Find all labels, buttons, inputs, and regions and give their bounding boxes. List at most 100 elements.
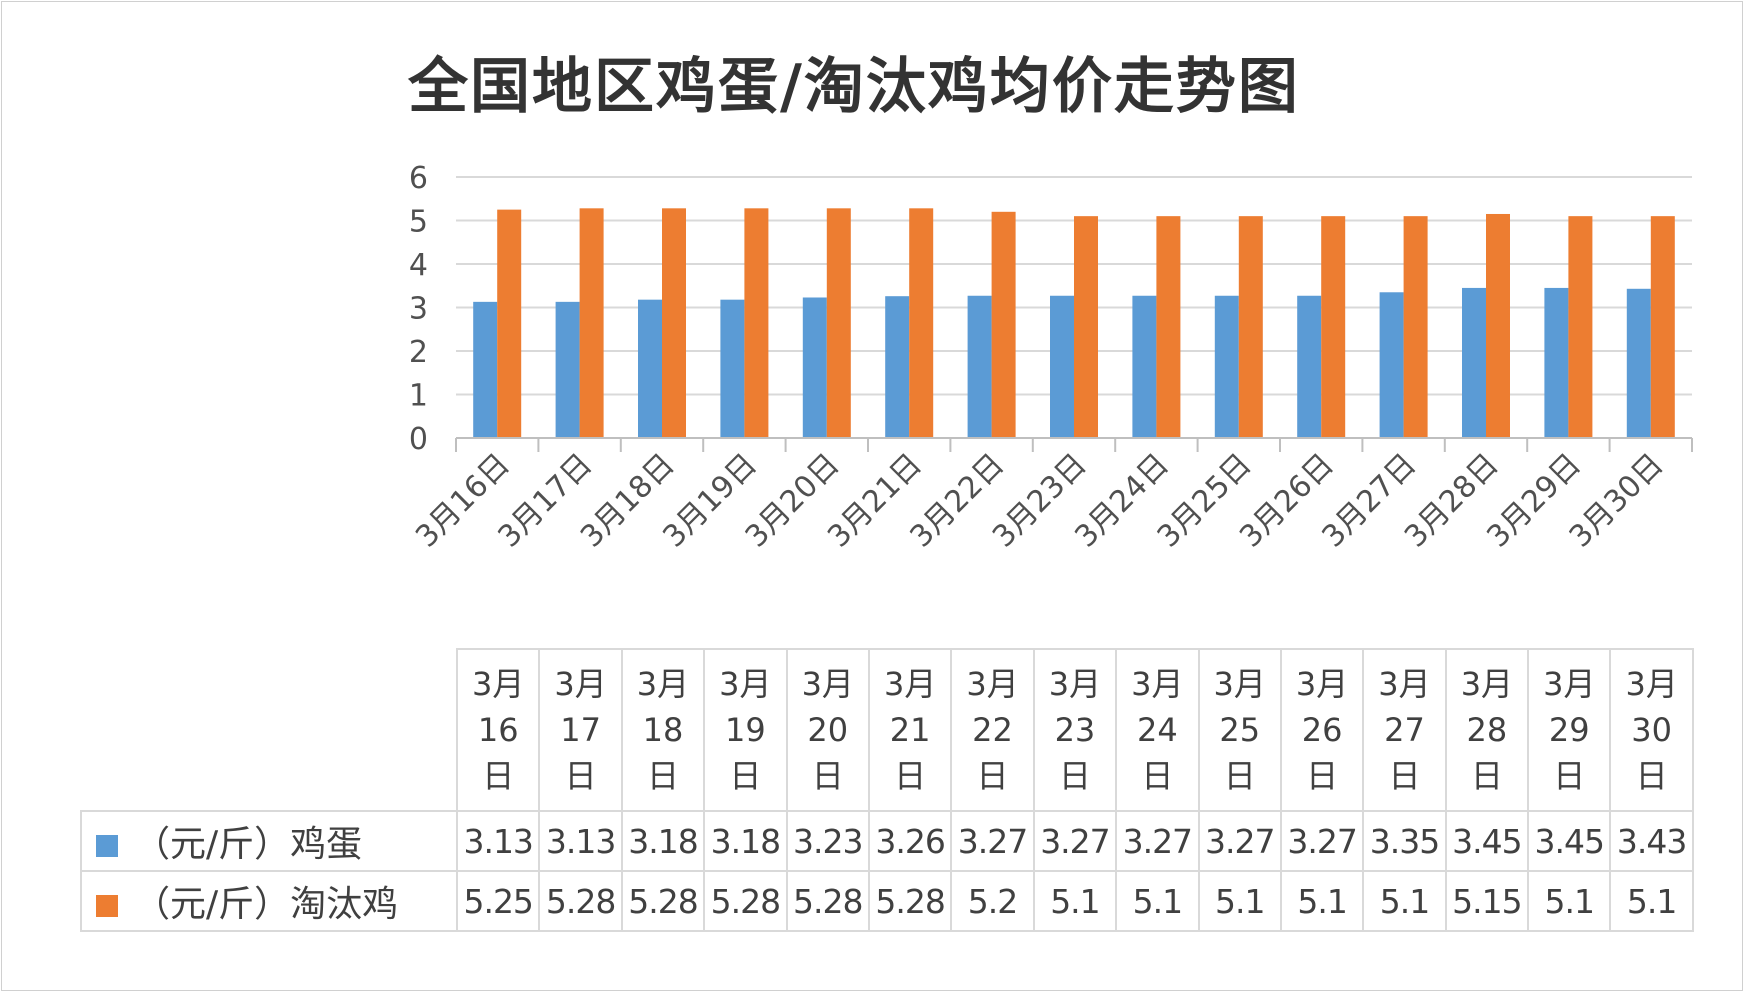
table-header-text: 24 — [1136, 711, 1178, 749]
table-header-text: 日 — [1388, 757, 1421, 795]
x-axis — [455, 437, 1693, 452]
table-header-cell: 3月 29 日 — [1527, 648, 1612, 812]
bar-hen-15 — [1650, 216, 1675, 438]
bar-egg-2 — [555, 301, 580, 438]
table-header-text: 22 — [972, 711, 1013, 749]
table-header-text: 日 — [1635, 757, 1668, 795]
table-header-text: 日 — [1306, 757, 1339, 795]
table-header-text: 27 — [1384, 711, 1425, 749]
bar-egg-13 — [1462, 287, 1486, 438]
table-header-text: 3月 — [1543, 665, 1596, 703]
data-label: 5.1 — [1115, 870, 1200, 932]
table-header-cell: 3月 26 日 — [1279, 648, 1365, 812]
data-label: 3.27 — [1279, 810, 1365, 872]
bar-egg-6 — [885, 296, 910, 438]
data-label: 3.45 — [1444, 810, 1530, 872]
y-axis-ticks: 0 1 2 3 4 5 6 — [409, 161, 428, 457]
table-header-text: 日 — [1141, 757, 1174, 795]
table-header-cell: 3月 28 日 — [1444, 648, 1530, 812]
table-row: （元/斤）鸡蛋 3.13 3.13 3.18 3.18 3.23 3.26 3.27 3.27 3… — [80, 810, 1694, 872]
legend-label: （元/斤）淘汰鸡 — [134, 884, 399, 925]
y-tick-label-4: 4 — [409, 248, 428, 283]
table-header-text: 日 — [811, 757, 844, 795]
table-row: （元/斤）淘汰鸡 5.25 5.28 5.28 5.28 5.28 5.28 5.2 5.1 5.… — [80, 870, 1694, 932]
table-header-text: 3月 — [1213, 665, 1266, 703]
bar-hen-5 — [826, 208, 851, 438]
y-tick-label-0: 0 — [409, 422, 428, 457]
bar-hen-4 — [744, 208, 769, 438]
table-header-text: 20 — [807, 711, 849, 749]
data-label: 5.1 — [1609, 870, 1694, 932]
table-header-text: 17 — [560, 711, 601, 749]
table-header-text: 3月 — [883, 665, 937, 703]
table-header-text: 19 — [725, 711, 766, 749]
data-label: 5.2 — [950, 870, 1035, 932]
table-header-text: 3月 — [966, 665, 1019, 703]
table-header-row: 3月 16 日 3月 17 日 3月 18 日 3月 19 日 3月 20 日 3月 21 日 3月 22 日 3月 23 日… — [81, 648, 1694, 812]
data-label: 5.28 — [785, 870, 870, 932]
bar-hen-14 — [1568, 216, 1593, 438]
data-label: 5.15 — [1444, 870, 1530, 932]
table-header-cell: 3月 16 日 — [455, 648, 541, 812]
table-header-text: 3月 — [1295, 665, 1349, 703]
bar-egg-11 — [1297, 295, 1322, 438]
table-header-cell: 3月 19 日 — [703, 648, 788, 812]
table-header-text: 日 — [646, 757, 679, 795]
legend-label: （元/斤）鸡蛋 — [134, 824, 363, 865]
bar-egg-7 — [967, 295, 992, 438]
table-header-text: 28 — [1466, 711, 1508, 749]
table-header-text: 日 — [729, 757, 762, 795]
legend-swatch — [96, 895, 118, 917]
data-table: 3月 16 日 3月 17 日 3月 18 日 3月 19 日 3月 20 日 3月 21 日 3月 22 日 3月 23 日… — [80, 648, 1694, 932]
data-label: 3.18 — [703, 810, 788, 872]
bar-egg-15 — [1626, 288, 1651, 438]
bar-hen-7 — [991, 211, 1016, 438]
data-label: 3.27 — [1197, 810, 1282, 872]
data-label: 5.28 — [867, 870, 953, 932]
legend-entry: （元/斤）鸡蛋 — [80, 810, 458, 872]
data-label: 3.26 — [867, 810, 953, 872]
data-label: 3.18 — [620, 810, 706, 872]
chart-title: 全国地区鸡蛋/淘汰鸡均价走势图 — [408, 52, 1300, 122]
y-tick-label-3: 3 — [409, 292, 428, 327]
data-label: 5.1 — [1527, 870, 1612, 932]
data-label: 3.43 — [1609, 810, 1694, 872]
data-label: 5.28 — [538, 870, 623, 932]
table-header-text: 日 — [1553, 757, 1586, 795]
bar-hen-13 — [1486, 213, 1510, 438]
bar-hen-12 — [1403, 216, 1428, 438]
table-header-cell: 3月 20 日 — [785, 648, 870, 812]
table-header-text: 3月 — [719, 665, 772, 703]
bar-egg-12 — [1379, 292, 1404, 438]
legend-entry: （元/斤）淘汰鸡 — [80, 870, 458, 932]
table-header-cell: 3月 22 日 — [950, 648, 1035, 812]
data-label: 3.13 — [538, 810, 623, 872]
bar-hen-11 — [1321, 216, 1346, 438]
bar-hen-9 — [1156, 216, 1181, 438]
bar-hen-8 — [1074, 216, 1098, 438]
table-header-cell: 3月 23 日 — [1032, 648, 1118, 812]
table-header-text: 3月 — [1131, 665, 1184, 703]
table-header-cell: 3月 21 日 — [867, 648, 953, 812]
table-header-text: 21 — [889, 711, 931, 749]
data-label: 5.1 — [1197, 870, 1282, 932]
table-header-text: 日 — [1223, 757, 1256, 795]
table-header-text: 日 — [1058, 757, 1091, 795]
table-header-text: 25 — [1219, 711, 1261, 749]
data-label: 5.28 — [703, 870, 788, 932]
bars — [473, 208, 1675, 438]
table-header-text: 26 — [1301, 711, 1343, 749]
table-header-cell: 3月 30 日 — [1609, 648, 1694, 812]
table-header-cell: 3月 17 日 — [538, 648, 623, 812]
table-header-text: 18 — [642, 711, 684, 749]
y-tick-label-6: 6 — [409, 161, 428, 196]
table-header-text: 3月 — [1625, 665, 1678, 703]
x-axis-tick-labels: 3月16日3月17日3月18日3月19日3月20日3月21日3月22日3月23日… — [409, 447, 1670, 555]
bar-chart-plot: 0 1 2 3 4 5 6 3月16日3月17日3月18日3月19日3月20日3月21日3月… — [409, 161, 1693, 555]
bar-egg-4 — [720, 299, 745, 438]
table-header-text: 日 — [894, 757, 927, 795]
table-header-cell: 3月 27 日 — [1362, 648, 1447, 812]
table-header-text: 日 — [976, 757, 1009, 795]
data-label: 3.45 — [1527, 810, 1612, 872]
y-tick-label-2: 2 — [409, 335, 428, 370]
